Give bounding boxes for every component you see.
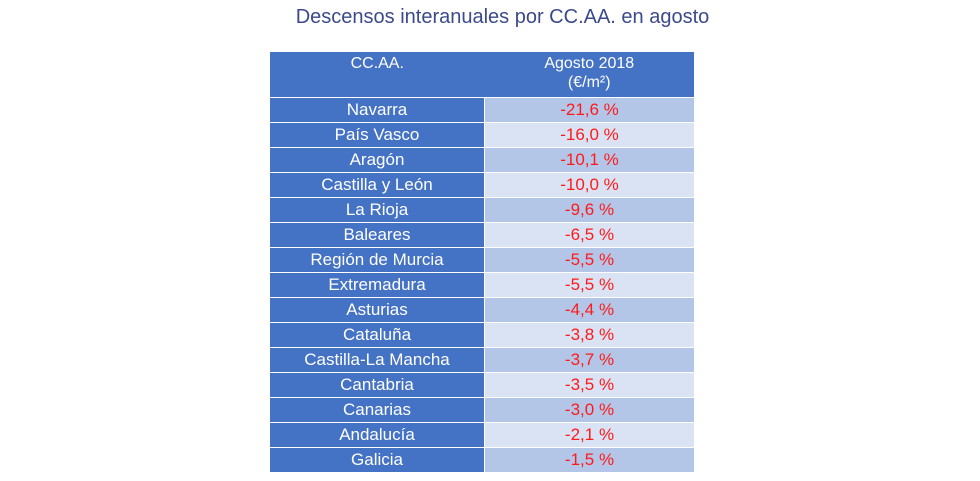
region-name: Castilla y León: [270, 172, 485, 198]
region-name: Aragón: [270, 147, 485, 173]
region-name: Andalucía: [270, 422, 485, 448]
table-row: Asturias -4,4 %: [270, 297, 694, 323]
region-value: -3,7 %: [484, 347, 694, 373]
region-value: -10,0 %: [484, 172, 694, 198]
region-value: -6,5 %: [484, 222, 694, 248]
region-name: Extremadura: [270, 272, 485, 298]
table-row: Cataluña -3,8 %: [270, 322, 694, 348]
region-name: Región de Murcia: [270, 247, 485, 273]
region-value: -21,6 %: [484, 97, 694, 123]
region-name: Asturias: [270, 297, 485, 323]
data-table: CC.AA. Agosto 2018 (€/m²) Navarra -21,6 % P…: [270, 52, 694, 472]
table-row: Extremadura -5,5 %: [270, 272, 694, 298]
table-row: Andalucía -2,1 %: [270, 422, 694, 448]
region-value: -3,8 %: [484, 322, 694, 348]
region-value: -4,4 %: [484, 297, 694, 323]
region-name: Canarias: [270, 397, 485, 423]
table-row: Baleares -6,5 %: [270, 222, 694, 248]
table-row: Navarra -21,6 %: [270, 97, 694, 123]
region-name: La Rioja: [270, 197, 485, 223]
region-value: -5,5 %: [484, 272, 694, 298]
region-value: -9,6 %: [484, 197, 694, 223]
region-value: -16,0 %: [484, 122, 694, 148]
header-value: Agosto 2018 (€/m²): [484, 52, 694, 98]
table-row: Castilla y León -10,0 %: [270, 172, 694, 198]
region-name: Navarra: [270, 97, 485, 123]
table-row: Canarias -3,0 %: [270, 397, 694, 423]
region-name: País Vasco: [270, 122, 485, 148]
region-value: -10,1 %: [484, 147, 694, 173]
region-name: Baleares: [270, 222, 485, 248]
table-row: Región de Murcia -5,5 %: [270, 247, 694, 273]
table-row: Castilla-La Mancha -3,7 %: [270, 347, 694, 373]
chart-title: Descensos interanuales por CC.AA. en ago…: [295, 6, 710, 28]
region-value: -3,5 %: [484, 372, 694, 398]
region-name: Castilla-La Mancha: [270, 347, 485, 373]
header-row: CC.AA. Agosto 2018 (€/m²): [270, 52, 694, 98]
table-row: País Vasco -16,0 %: [270, 122, 694, 148]
region-value: -5,5 %: [484, 247, 694, 273]
region-name: Cantabria: [270, 372, 485, 398]
table-row: Galicia -1,5 %: [270, 447, 694, 472]
region-value: -2,1 %: [484, 422, 694, 448]
region-value: -3,0 %: [484, 397, 694, 423]
header-ccaa: CC.AA.: [270, 52, 485, 98]
region-value: -1,5 %: [484, 447, 694, 472]
table-row: Cantabria -3,5 %: [270, 372, 694, 398]
table-row: Aragón -10,1 %: [270, 147, 694, 173]
header-value-line1: Agosto 2018: [544, 55, 635, 72]
region-name: Cataluña: [270, 322, 485, 348]
region-name: Galicia: [270, 447, 485, 472]
table-row: La Rioja -9,6 %: [270, 197, 694, 223]
header-value-line2: (€/m²): [567, 74, 611, 91]
